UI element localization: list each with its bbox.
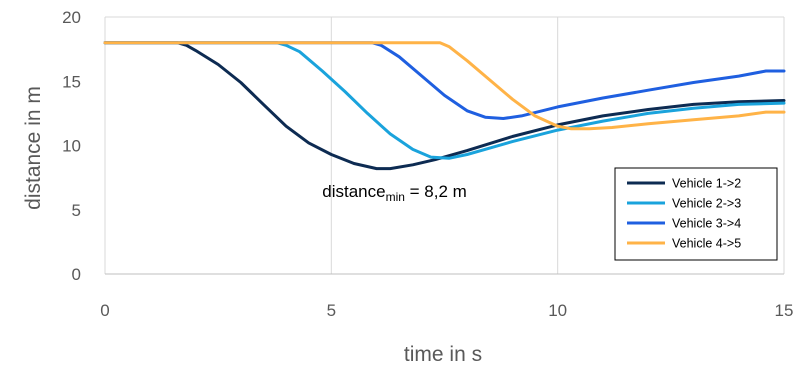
annotation-subscript: min bbox=[386, 190, 405, 204]
legend: Vehicle 1->2 Vehicle 2->3 Vehicle 3->4 Vehi… bbox=[614, 167, 778, 261]
y-tick-label: 0 bbox=[72, 265, 81, 284]
y-axis-label: distance in m bbox=[22, 86, 45, 210]
annotation-rest: = 8,2 m bbox=[405, 182, 467, 201]
series-line-1 bbox=[103, 41, 786, 171]
x-axis-label: time in s bbox=[404, 343, 482, 366]
tick-labels: 0 5 10 15 0 5 10 15 20 bbox=[62, 8, 793, 320]
legend-label: Vehicle 3->4 bbox=[672, 217, 741, 231]
x-tick-label: 5 bbox=[327, 301, 336, 320]
legend-label: Vehicle 4->5 bbox=[672, 237, 741, 251]
y-tick-label: 10 bbox=[62, 137, 81, 156]
annotation-base: distance bbox=[322, 182, 385, 201]
min-distance-annotation: distancemin = 8,2 m bbox=[322, 182, 467, 204]
y-tick-label: 20 bbox=[62, 8, 81, 27]
legend-label: Vehicle 1->2 bbox=[672, 177, 741, 191]
series-line-2 bbox=[103, 41, 786, 160]
legend-label: Vehicle 2->3 bbox=[672, 197, 741, 211]
series-lines bbox=[103, 41, 786, 171]
y-tick-label: 5 bbox=[72, 201, 81, 220]
y-tick-label: 15 bbox=[62, 72, 81, 91]
x-tick-label: 0 bbox=[100, 301, 109, 320]
series-line-3 bbox=[103, 41, 786, 120]
legend-box bbox=[614, 167, 778, 261]
series-line-4 bbox=[103, 41, 786, 131]
grid-lines bbox=[104, 16, 785, 275]
x-tick-label: 15 bbox=[775, 301, 794, 320]
x-tick-label: 10 bbox=[548, 301, 567, 320]
legend-items: Vehicle 1->2 Vehicle 2->3 Vehicle 3->4 Vehi… bbox=[627, 177, 741, 251]
